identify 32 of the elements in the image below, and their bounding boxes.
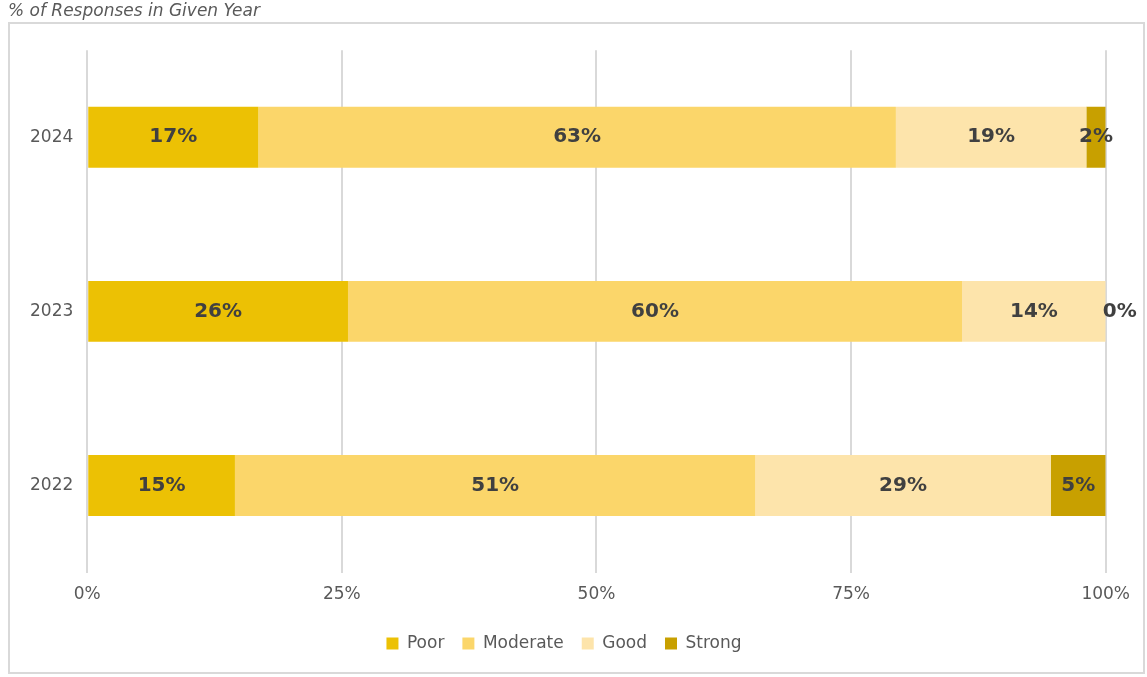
legend-label: Moderate [482,631,564,652]
x-tick-label: 100% [1081,583,1130,604]
bar [88,106,259,168]
x-tick-label: 75% [832,583,870,604]
bar [258,106,896,168]
data-label: 29% [879,471,927,496]
x-tick-label: 50% [577,583,616,604]
legend-label: Strong [685,631,742,652]
y-tick-label: 2022 [30,473,74,494]
legend-label: Poor [406,631,445,652]
data-label: 15% [137,471,186,496]
x-tick-label: 0% [73,583,101,604]
legend-label: Good [602,631,648,652]
data-label: 5% [1061,471,1096,496]
y-tick-label: 2023 [30,299,74,320]
data-label: 19% [967,123,1016,148]
data-label: 63% [553,123,602,148]
bar [1050,455,1106,517]
data-label: 51% [471,471,520,496]
data-label: 26% [194,297,243,322]
bar [88,280,348,342]
data-label: 0% [1102,297,1137,322]
y-tick-label: 2024 [30,125,74,146]
chart-title: % of Responses in Given Year [8,0,260,20]
data-label: 17% [149,123,198,148]
bar [347,280,963,342]
data-label: 60% [631,297,679,322]
x-tick-label: 25% [322,583,361,604]
bar [755,455,1051,517]
bar [88,455,235,517]
bar [234,455,756,517]
data-label: 14% [1009,297,1058,322]
